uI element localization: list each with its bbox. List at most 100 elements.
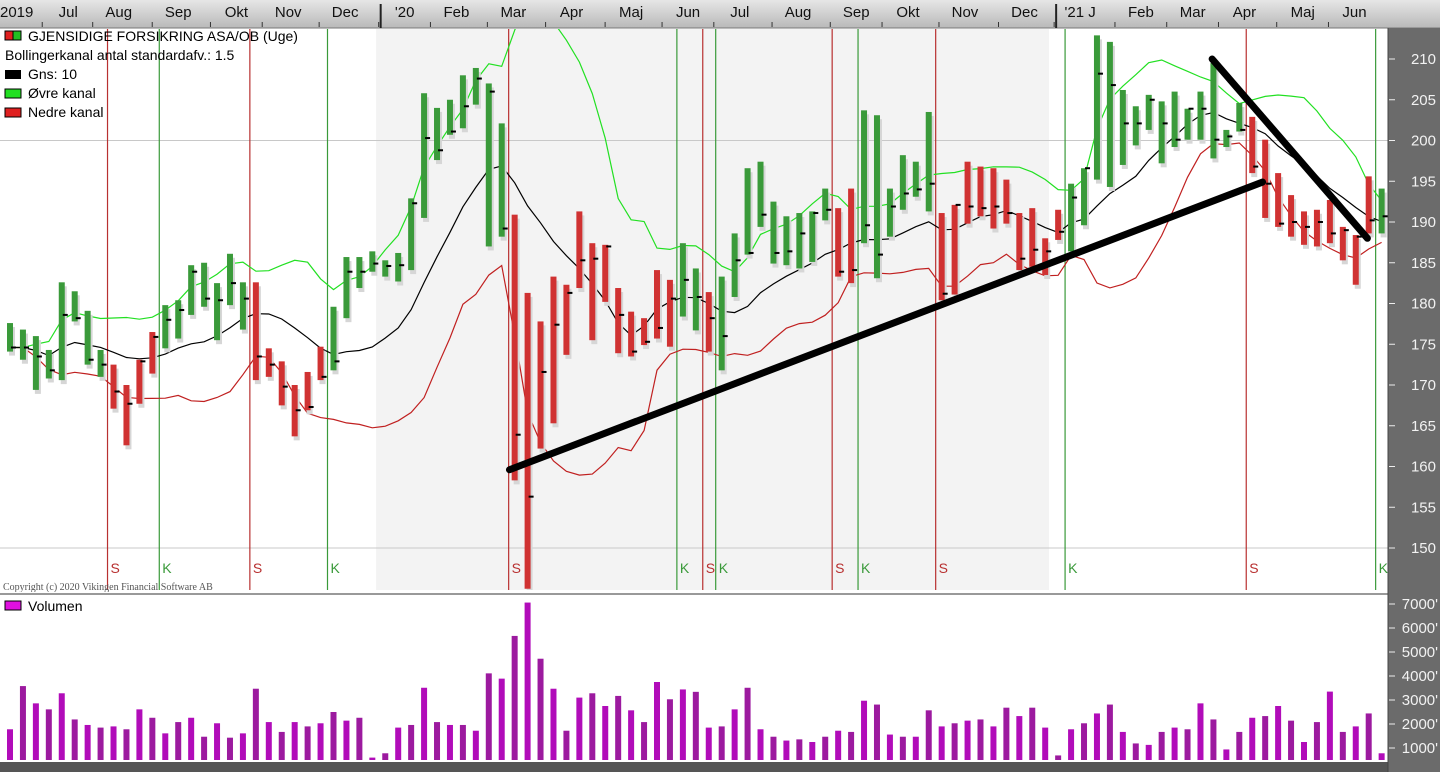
x-tick-label: Okt: [896, 4, 920, 21]
y-tick-label: 195: [1411, 173, 1436, 190]
price-bar: [1119, 89, 1126, 165]
volume-bar: [964, 720, 971, 760]
close-tick: [476, 77, 482, 80]
price-bar: [886, 188, 893, 237]
close-tick: [1059, 230, 1065, 233]
price-bar: [1365, 176, 1372, 234]
volume-bar: [472, 730, 479, 760]
trendline: [505, 178, 1267, 474]
volume-bar: [511, 635, 518, 760]
volume-bar: [84, 724, 91, 760]
price-bar: [835, 208, 842, 277]
close-tick: [567, 291, 573, 294]
volume-bar: [7, 729, 13, 760]
buy-signal-label: K: [719, 560, 729, 576]
x-tick-label: Feb: [444, 4, 470, 21]
close-tick: [683, 278, 689, 281]
price-bar: [1055, 209, 1062, 240]
close-tick: [994, 205, 1000, 208]
price-bar: [421, 93, 428, 218]
close-tick: [1123, 122, 1129, 125]
price-bar: [628, 311, 635, 357]
close-tick: [1266, 182, 1272, 185]
price-bar: [188, 265, 195, 315]
legend-upper-band: Øvre kanal: [28, 85, 96, 101]
volume-bar: [239, 733, 246, 760]
price-bar: [19, 329, 26, 360]
close-tick: [722, 335, 728, 338]
close-tick: [1343, 229, 1349, 232]
x-tick-label: Nov: [275, 4, 302, 21]
volume-bar: [1326, 691, 1333, 760]
close-tick: [1085, 167, 1091, 170]
close-tick: [101, 363, 107, 366]
price-bar: [563, 284, 570, 355]
close-tick: [1020, 257, 1026, 260]
close-tick: [916, 188, 922, 191]
close-tick: [179, 309, 185, 312]
sell-signal-label: S: [1249, 560, 1258, 576]
volume-bar: [679, 689, 686, 760]
volume-bar: [873, 704, 880, 760]
y-tick-label: 185: [1411, 255, 1436, 272]
x-tick-label: '20: [395, 4, 415, 21]
close-tick: [981, 207, 987, 210]
close-tick: [425, 137, 431, 140]
volume-bar: [1301, 742, 1307, 760]
price-bar: [848, 188, 855, 284]
price-bar: [408, 198, 415, 271]
price-bar: [964, 161, 971, 224]
price-bar: [744, 168, 751, 255]
close-tick: [839, 270, 845, 273]
price-bar: [136, 359, 143, 404]
volume-bar: [641, 722, 648, 760]
lower-band-swatch: [4, 107, 22, 118]
price-bar: [1288, 195, 1295, 237]
price-bar: [589, 243, 596, 341]
volume-tick-label: 4000': [1402, 668, 1438, 685]
price-bar: [84, 310, 91, 365]
volume-bar: [369, 757, 376, 760]
volume-bar: [459, 724, 466, 760]
y-tick-label: 165: [1411, 418, 1436, 435]
lower-band-line: [10, 142, 1382, 476]
price-bar: [201, 262, 208, 307]
price-bar: [459, 75, 466, 129]
x-tick-label: '21 J: [1065, 4, 1096, 21]
price-bar: [175, 300, 182, 339]
close-tick: [606, 245, 612, 248]
volume-bar: [97, 727, 104, 760]
volume-bar: [951, 723, 958, 760]
close-tick: [1227, 135, 1233, 138]
price-bar: [304, 371, 311, 411]
close-tick: [1240, 128, 1246, 131]
close-tick: [166, 318, 172, 321]
volume-bar: [188, 717, 195, 760]
price-bar: [356, 257, 363, 289]
volume-bar: [421, 687, 428, 760]
volume-bar: [317, 723, 324, 760]
close-tick: [386, 265, 392, 268]
price-bar: [757, 161, 764, 227]
close-tick: [968, 205, 974, 208]
y-tick-label: 180: [1411, 296, 1436, 313]
volume-bar: [1171, 727, 1178, 760]
close-tick: [1330, 232, 1336, 235]
volume-bar: [1262, 716, 1269, 760]
close-tick: [593, 257, 599, 260]
volume-bar: [731, 709, 738, 760]
price-bar: [873, 115, 880, 279]
y-tick-label: 175: [1411, 336, 1436, 353]
close-tick: [192, 270, 198, 273]
trendline: [1208, 55, 1371, 242]
close-tick: [360, 270, 366, 273]
price-bar: [1339, 226, 1346, 261]
volume-tick-label: 3000': [1402, 692, 1438, 709]
close-tick: [619, 313, 625, 316]
volume-bar: [1288, 720, 1295, 760]
buy-signal-label: K: [1379, 560, 1389, 576]
price-bar: [498, 123, 505, 237]
x-tick-label: Jul: [59, 4, 78, 21]
close-tick: [865, 224, 871, 227]
volume-bar: [886, 734, 893, 760]
